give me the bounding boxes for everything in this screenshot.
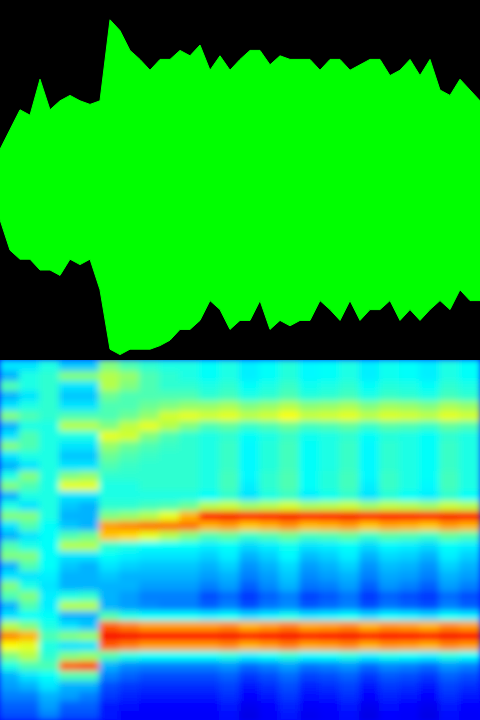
- heatmap-cell: [179, 360, 201, 371]
- heatmap-area: [0, 360, 480, 720]
- waveform-area: [0, 20, 480, 180]
- heatmap-cell: [59, 360, 81, 371]
- plot-background: [0, 0, 480, 360]
- heatmap-cell: [359, 360, 381, 371]
- heatmap-cell: [0, 360, 21, 371]
- panel-area: [0, 0, 480, 360]
- heatmap-cell: [319, 360, 341, 371]
- heatmap-cell: [439, 360, 461, 371]
- heatmap-cell: [299, 360, 321, 371]
- heatmap-cells: [0, 360, 480, 720]
- heatmap-cell: [279, 360, 301, 371]
- heatmap-cell: [419, 360, 441, 371]
- heatmap-cell: [79, 360, 101, 371]
- waveform-marks: [0, 20, 480, 355]
- heatmap-cell: [139, 360, 161, 371]
- panel-heatmap: [0, 359, 480, 720]
- plot-background: [0, 360, 480, 720]
- heatmap-cell: [39, 360, 61, 371]
- waveform-area: [0, 180, 480, 355]
- figure: [0, 0, 480, 720]
- heatmap-cell: [159, 360, 181, 371]
- heatmap-cell: [99, 360, 121, 371]
- heatmap-cell: [199, 360, 221, 371]
- heatmap-cell: [239, 360, 261, 371]
- heatmap-cell: [219, 360, 241, 371]
- heatmap-cell: [119, 360, 141, 371]
- heatmap-cell: [399, 360, 421, 371]
- heatmap-cell: [19, 360, 41, 371]
- heatmap-cell: [379, 360, 401, 371]
- heatmap-cell: [259, 360, 281, 371]
- heatmap-cell: [339, 360, 361, 371]
- heatmap-cell: [459, 360, 480, 371]
